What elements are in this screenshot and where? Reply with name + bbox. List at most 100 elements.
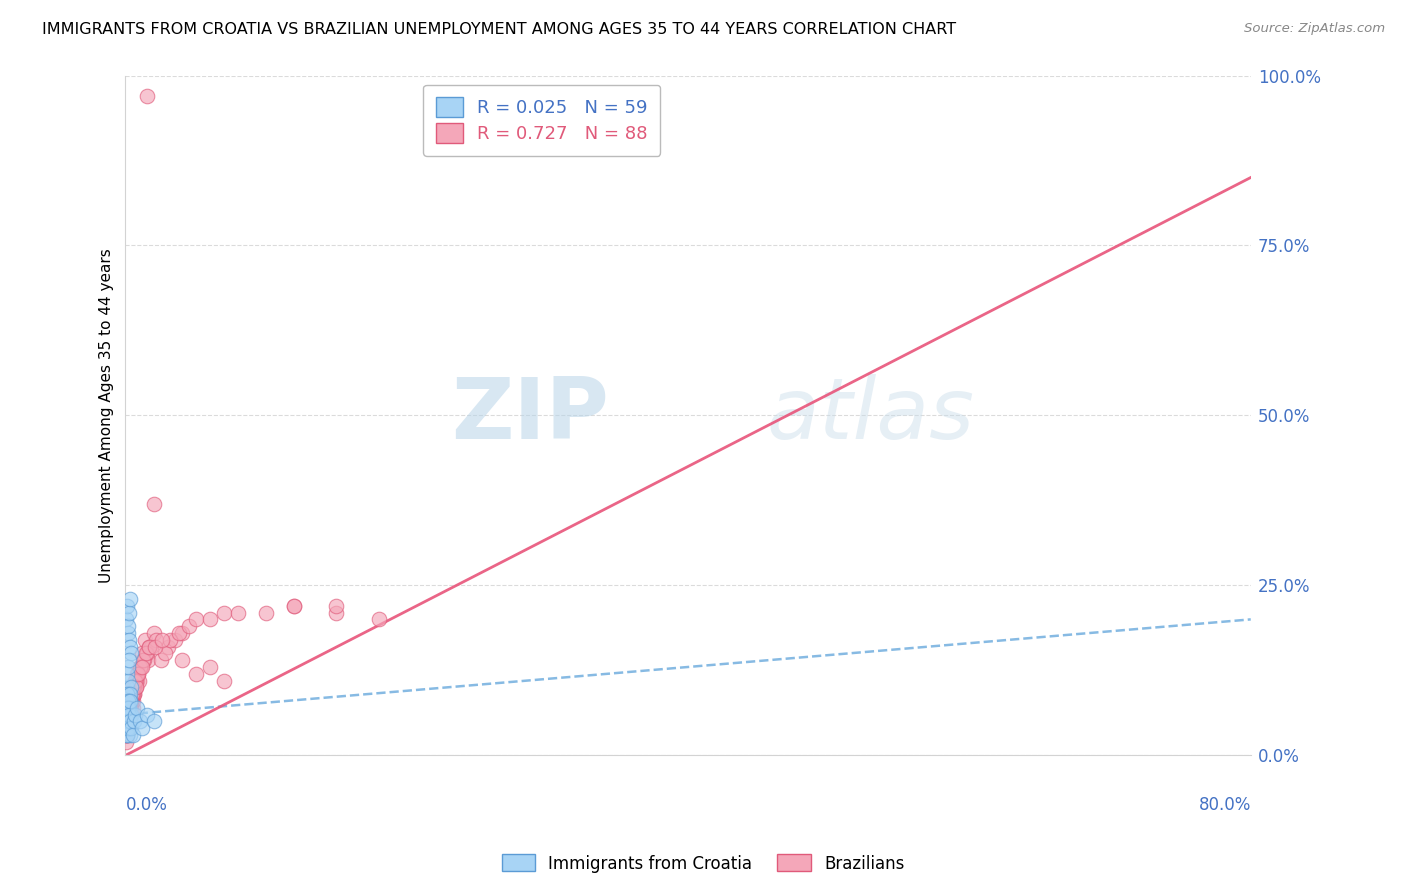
Point [132,653,155,667]
Point [142,626,165,640]
Point [143,640,166,654]
Point [124,673,146,688]
Point [120,707,142,722]
Point [124,673,146,688]
Point [117,714,139,729]
Point [120,707,142,722]
Point [122,687,145,701]
Point [135,646,157,660]
Point [283,599,305,613]
Point [118,707,141,722]
Point [115,714,138,729]
Point [125,666,148,681]
Point [118,714,141,729]
Point [325,606,347,620]
Point [118,700,141,714]
Point [118,687,141,701]
Point [177,619,200,633]
Point [115,599,138,613]
Point [138,640,160,654]
Point [128,673,150,688]
Point [117,626,139,640]
Text: atlas: atlas [766,374,974,457]
Point [121,681,143,695]
Point [115,728,138,742]
Point [198,660,221,674]
Point [127,666,149,681]
Point [117,714,139,729]
Point [122,714,145,729]
Point [115,721,138,735]
Point [117,694,139,708]
Point [184,612,207,626]
Point [118,632,141,647]
Point [120,721,142,735]
Point [128,714,150,729]
Point [115,700,138,714]
Point [115,728,138,742]
Text: ZIP: ZIP [451,374,609,457]
Point [120,707,142,722]
Point [120,592,142,607]
Point [117,660,139,674]
Point [117,700,139,714]
Point [122,681,145,695]
Point [131,721,153,735]
Legend: R = 0.025   N = 59, R = 0.727   N = 88: R = 0.025 N = 59, R = 0.727 N = 88 [423,85,661,156]
Point [115,721,138,735]
Point [212,673,235,688]
Point [117,707,139,722]
Point [139,640,162,654]
Point [117,714,139,729]
Point [142,714,165,729]
Point [121,728,143,742]
Point [122,681,145,695]
Point [127,666,149,681]
Point [136,653,159,667]
Text: Source: ZipAtlas.com: Source: ZipAtlas.com [1244,22,1385,36]
Point [118,653,141,667]
Point [118,714,141,729]
Point [129,660,152,674]
Point [254,606,277,620]
Point [167,626,190,640]
Point [124,707,146,722]
Point [131,646,153,660]
Point [135,646,157,660]
Point [118,728,141,742]
Point [145,632,167,647]
Point [118,640,141,654]
Point [283,599,305,613]
Point [117,721,139,735]
Text: 80.0%: 80.0% [1198,797,1251,814]
Point [226,606,249,620]
Point [125,700,148,714]
Point [125,681,148,695]
Point [121,694,143,708]
Point [117,714,139,729]
Point [122,687,145,701]
Point [117,700,139,714]
Point [125,681,148,695]
Point [120,646,142,660]
Point [118,714,141,729]
Point [117,694,139,708]
Point [120,694,142,708]
Point [117,707,139,722]
Point [198,612,221,626]
Point [159,632,181,647]
Point [120,694,142,708]
Point [153,646,176,660]
Point [120,700,142,714]
Point [120,694,142,708]
Point [138,640,160,654]
Y-axis label: Unemployment Among Ages 35 to 44 years: Unemployment Among Ages 35 to 44 years [100,248,114,582]
Point [134,632,156,647]
Point [131,660,153,674]
Point [118,687,141,701]
Legend: Immigrants from Croatia, Brazilians: Immigrants from Croatia, Brazilians [495,847,911,880]
Point [118,700,141,714]
Point [120,700,142,714]
Point [142,497,165,511]
Point [118,721,141,735]
